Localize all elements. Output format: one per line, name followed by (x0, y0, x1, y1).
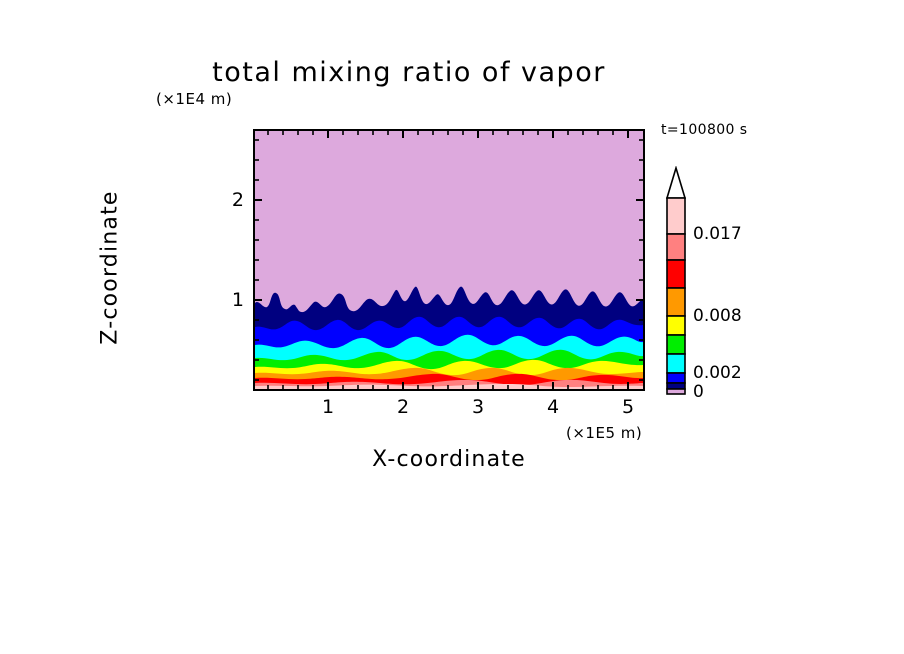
x-tick-label: 4 (546, 396, 560, 418)
x-axis-unit-label: (×1E5 m) (566, 424, 643, 442)
y-axis-unit-label: (×1E4 m) (156, 90, 233, 108)
colorbar-tick-label: 0.017 (693, 224, 742, 244)
colorbar-swatches (665, 165, 687, 395)
page-title: total mixing ratio of vapor (212, 57, 606, 88)
y-tick-label: 2 (231, 189, 244, 211)
x-axis-title: X-coordinate (372, 447, 526, 472)
y-axis-title: Z-coordinate (97, 190, 123, 345)
time-stamp-label: t=100800 s (661, 122, 748, 138)
colorbar-tick-label: 0.002 (693, 363, 742, 383)
x-tick-label: 3 (471, 396, 485, 418)
x-tick-label: 5 (621, 396, 635, 418)
contour-field (255, 131, 643, 389)
x-tick-label: 1 (321, 396, 335, 418)
axis-ticks (253, 129, 645, 391)
contour-plot-area (253, 129, 645, 391)
colorbar-tick-label: 0.008 (693, 306, 742, 326)
colorbar: 0.017 0.008 0.002 0 (665, 165, 742, 402)
y-tick-label: 1 (231, 289, 244, 311)
x-tick-label: 2 (396, 396, 410, 418)
colorbar-tick-label: 0 (693, 382, 704, 402)
